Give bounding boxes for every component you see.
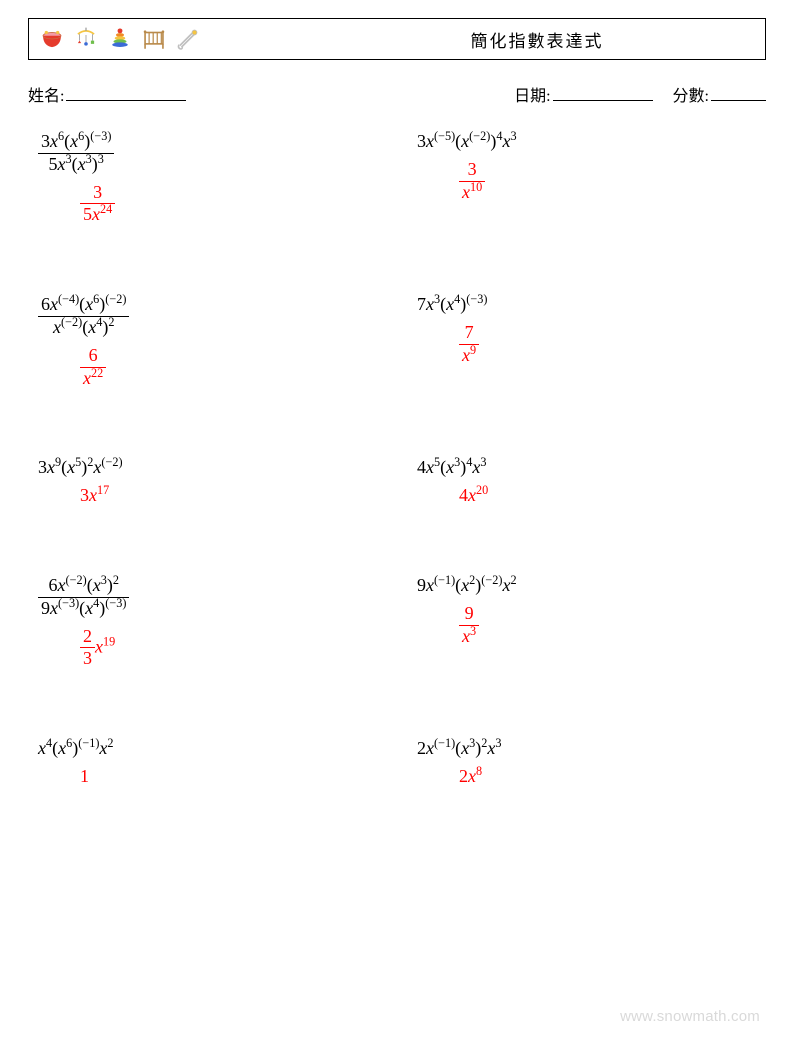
problem-8: 9x(−1)(x2)(−2)x2 9x3 bbox=[417, 576, 756, 669]
problem-4: 7x3(x4)(−3) 7x9 bbox=[417, 295, 756, 388]
header-icons bbox=[39, 24, 201, 54]
problem-answer: 2x8 bbox=[417, 767, 756, 787]
problem-expression: 7x3(x4)(−3) bbox=[417, 295, 756, 315]
problem-expression: 2x(−1)(x3)2x3 bbox=[417, 739, 756, 759]
score-field: 分數: bbox=[673, 82, 766, 106]
problem-5: 3x9(x5)2x(−2) 3x17 bbox=[38, 458, 377, 506]
date-field: 日期: bbox=[514, 82, 652, 106]
problem-answer: 3x17 bbox=[38, 486, 377, 506]
problem-answer: 9x3 bbox=[417, 604, 756, 647]
problem-1: 3x6(x6)(−3)5x3(x3)3 35x24 bbox=[38, 132, 377, 225]
problem-expression: 3x6(x6)(−3)5x3(x3)3 bbox=[38, 132, 377, 175]
problem-2: 3x(−5)(x(−2))4x3 3x10 bbox=[417, 132, 756, 225]
crib-icon bbox=[141, 24, 167, 54]
header-box: 簡化指數表達式 bbox=[28, 18, 766, 60]
problem-6: 4x5(x3)4x3 4x20 bbox=[417, 458, 756, 506]
mobile-icon bbox=[73, 24, 99, 54]
problem-expression: 9x(−1)(x2)(−2)x2 bbox=[417, 576, 756, 596]
problem-expression: 6x(−2)(x3)29x(−3)(x4)(−3) bbox=[38, 576, 377, 619]
score-label: 分數: bbox=[673, 88, 709, 105]
problem-answer: 1 bbox=[38, 767, 377, 787]
problem-answer: 35x24 bbox=[38, 183, 377, 226]
problem-9: x4(x6)(−1)x2 1 bbox=[38, 739, 377, 787]
problem-3: 6x(−4)(x6)(−2)x(−2)(x4)2 6x22 bbox=[38, 295, 377, 388]
problem-answer: 4x20 bbox=[417, 486, 756, 506]
problem-expression: 3x(−5)(x(−2))4x3 bbox=[417, 132, 756, 152]
stacking-rings-icon bbox=[107, 24, 133, 54]
date-label: 日期: bbox=[514, 88, 550, 105]
safety-pin-icon bbox=[175, 24, 201, 54]
problem-answer: 6x22 bbox=[38, 346, 377, 389]
problem-7: 6x(−2)(x3)29x(−3)(x4)(−3) 23x19 bbox=[38, 576, 377, 669]
name-label: 姓名: bbox=[28, 88, 64, 105]
problem-10: 2x(−1)(x3)2x3 2x8 bbox=[417, 739, 756, 787]
name-field: 姓名: bbox=[28, 82, 186, 106]
problems-grid: 3x6(x6)(−3)5x3(x3)3 35x24 3x(−5)(x(−2))4x3… bbox=[28, 132, 766, 787]
problem-expression: 6x(−4)(x6)(−2)x(−2)(x4)2 bbox=[38, 295, 377, 338]
problem-answer: 3x10 bbox=[417, 160, 756, 203]
problem-expression: 4x5(x3)4x3 bbox=[417, 458, 756, 478]
baby-toy-icon bbox=[39, 24, 65, 54]
problem-expression: x4(x6)(−1)x2 bbox=[38, 739, 377, 759]
problem-expression: 3x9(x5)2x(−2) bbox=[38, 458, 377, 478]
problem-answer: 7x9 bbox=[417, 323, 756, 366]
info-row: 姓名: 日期: 分數: bbox=[28, 82, 766, 106]
watermark: www.snowmath.com bbox=[620, 1008, 760, 1025]
problem-answer: 23x19 bbox=[38, 627, 377, 670]
